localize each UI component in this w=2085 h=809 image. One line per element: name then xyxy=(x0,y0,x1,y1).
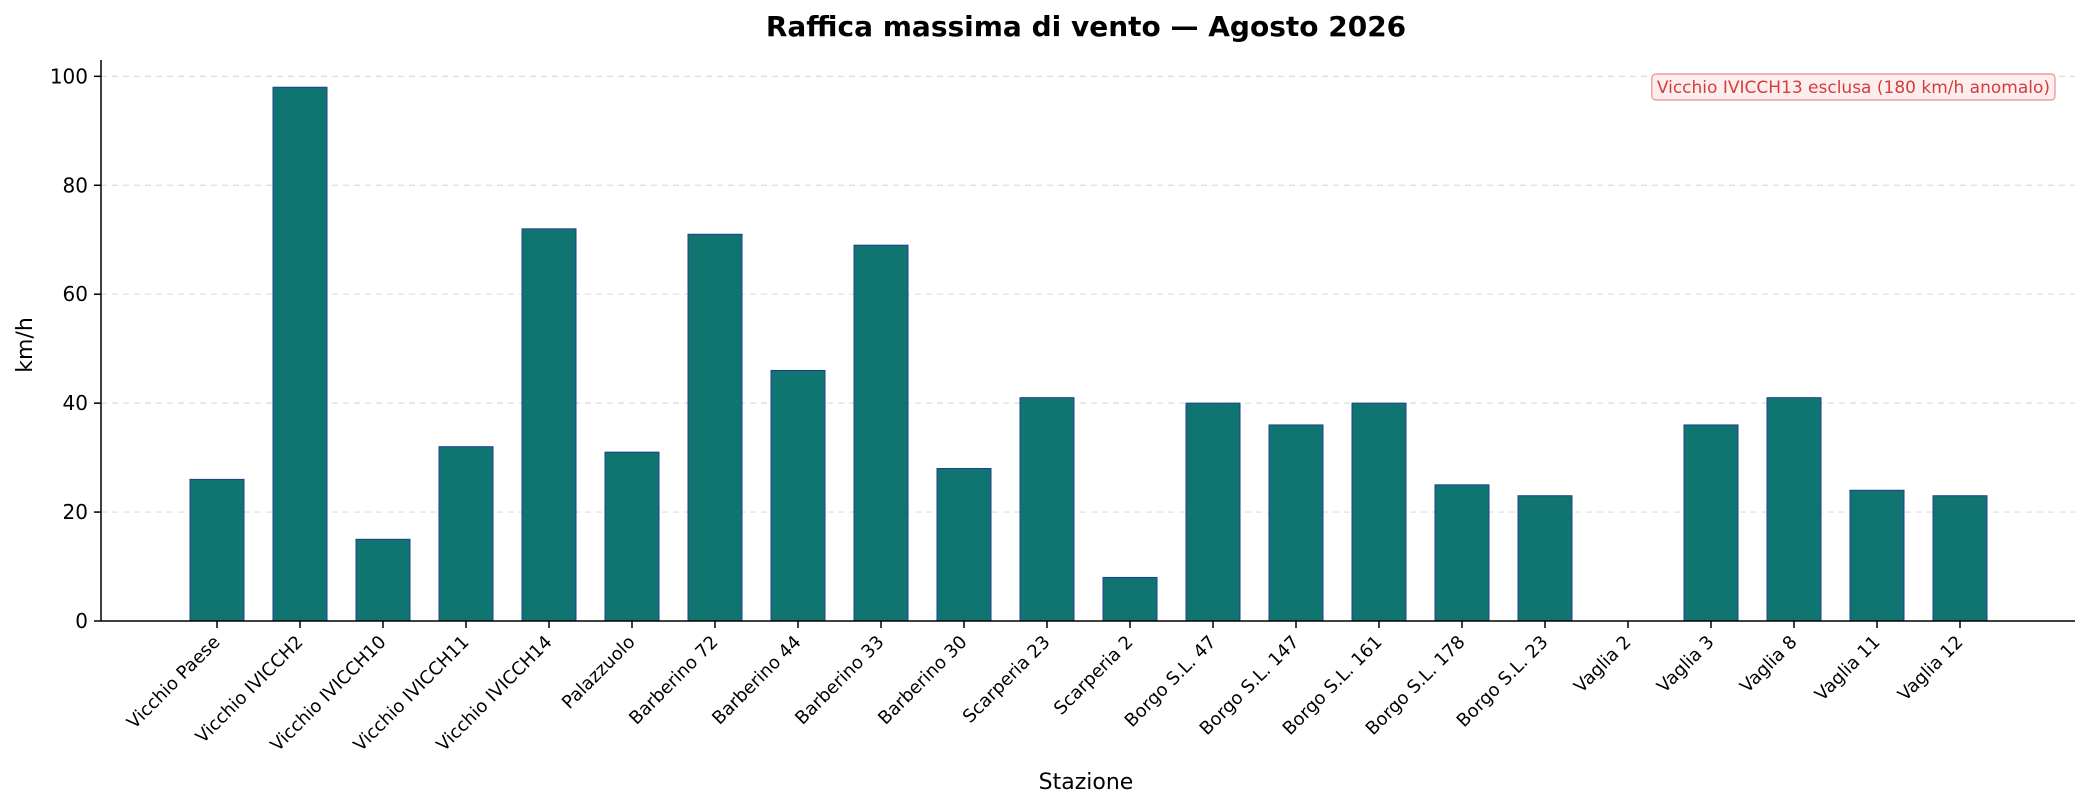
bar xyxy=(853,244,909,622)
bar xyxy=(770,369,826,622)
bar xyxy=(1683,424,1739,622)
x-tick-label: Scarperia 23 xyxy=(959,632,1055,728)
x-tick-label: Barberino 30 xyxy=(874,632,971,729)
bars xyxy=(189,86,1988,622)
bar xyxy=(1268,424,1324,622)
bar xyxy=(1019,397,1075,622)
bar xyxy=(936,467,992,622)
x-axis-title: Stazione xyxy=(1039,770,1134,795)
y-tick-label: 80 xyxy=(63,173,88,197)
y-tick-label: 40 xyxy=(63,391,88,415)
bar xyxy=(1766,397,1822,622)
chart-title: Raffica massima di vento — Agosto 2026 xyxy=(766,10,1406,43)
note-box xyxy=(1651,73,2056,101)
bar xyxy=(189,478,245,622)
x-tick-label: Palazzuolo xyxy=(558,632,640,714)
y-tick-label: 20 xyxy=(63,500,88,524)
x-tick-label: Scarperia 2 xyxy=(1050,632,1138,720)
bar xyxy=(1185,402,1241,622)
bar xyxy=(1351,402,1407,622)
x-tick-label: Vaglia 2 xyxy=(1570,632,1635,697)
bar xyxy=(1517,495,1573,622)
excluded-station-note: Vicchio IVICCH13 esclusa (180 km/h anoma… xyxy=(1651,73,2056,101)
y-axis-title: km/h xyxy=(13,317,38,373)
bar xyxy=(355,538,411,622)
axes xyxy=(100,60,2075,622)
x-tick-label: Vaglia 3 xyxy=(1653,632,1718,697)
note-text: Vicchio IVICCH13 esclusa (180 km/h anoma… xyxy=(1657,78,2050,98)
y-tick-label: 60 xyxy=(63,282,88,306)
bar xyxy=(438,446,494,622)
bar xyxy=(1932,495,1988,622)
bar xyxy=(1102,576,1158,622)
bar xyxy=(604,451,660,622)
y-tick-label: 0 xyxy=(75,609,88,633)
bar xyxy=(1434,484,1490,622)
x-tick-label: Vaglia 8 xyxy=(1736,632,1801,697)
y-tick-label: 100 xyxy=(50,64,88,88)
y-axis-ticks: 0 20 40 60 80 100 xyxy=(50,64,101,633)
x-tick-label: Vaglia 12 xyxy=(1894,632,1968,706)
bar xyxy=(521,228,577,622)
bar xyxy=(687,233,743,622)
bar xyxy=(1849,489,1905,622)
bar xyxy=(272,86,328,622)
x-tick-label: Vaglia 11 xyxy=(1811,632,1885,706)
